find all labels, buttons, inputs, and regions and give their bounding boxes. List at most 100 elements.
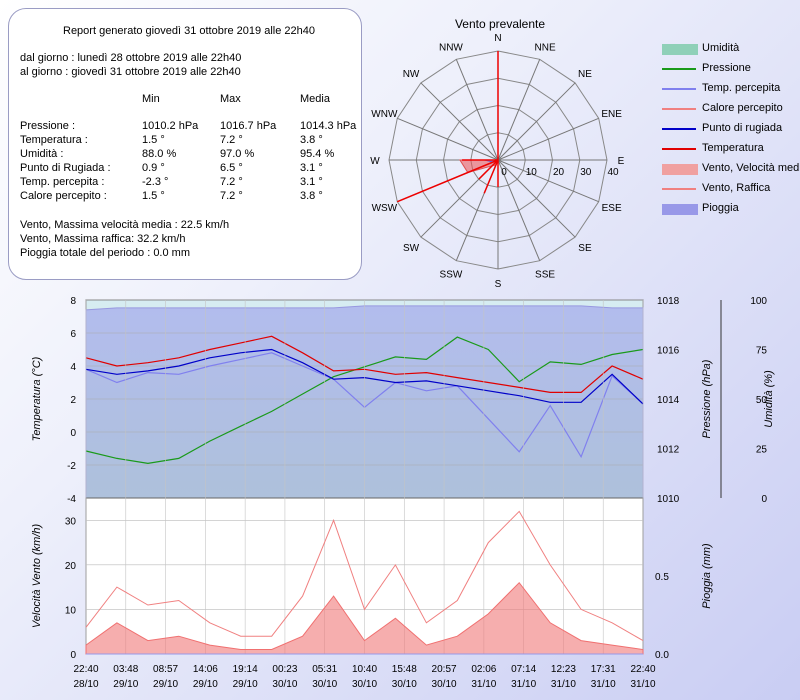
x-tick-date: 31/10	[591, 679, 616, 690]
header-min: Min	[142, 93, 160, 105]
header-max: Max	[220, 93, 241, 105]
row-label: Temp. percepita :	[20, 176, 105, 188]
legend-label: Pioggia	[702, 202, 739, 214]
row-avg: 3.8 °	[300, 134, 323, 146]
legend-swatch	[662, 68, 696, 70]
x-tick-time: 12:23	[551, 664, 576, 675]
wind-gust-text: Vento, Massima raffica: 32.2 km/h	[20, 233, 186, 245]
x-tick-date: 31/10	[551, 679, 576, 690]
legend-label: Vento, Raffica	[702, 182, 771, 194]
x-tick-date: 29/10	[153, 679, 178, 690]
legend-item: Pioggia	[662, 200, 800, 216]
windrose-ring-label: 40	[607, 167, 619, 178]
rain-axis-label: Pioggia (mm)	[701, 543, 713, 609]
windrose-direction-label: WNW	[371, 109, 398, 120]
rain-total-text: Pioggia totale del periodo : 0.0 mm	[20, 247, 190, 259]
windrose-frequency-line	[478, 159, 499, 180]
wind-tick-label: 10	[65, 605, 77, 616]
row-avg: 95.4 %	[300, 148, 335, 160]
x-tick-date: 30/10	[432, 679, 457, 690]
wind-average-area	[85, 581, 644, 655]
windrose-spoke	[497, 117, 599, 161]
row-max: 7.2 °	[220, 190, 243, 202]
windrose-spoke	[397, 117, 499, 161]
x-tick-date: 30/10	[312, 679, 337, 690]
legend-label: Punto di rugiada	[702, 122, 783, 134]
temperature-tick-label: 6	[70, 329, 76, 340]
row-min: 1.5 °	[142, 190, 165, 202]
row-max: 97.0 %	[220, 148, 255, 160]
temperature-axis-label: Temperatura (°C)	[31, 356, 43, 441]
legend-swatch	[662, 128, 696, 130]
windrose-direction-label: E	[618, 156, 625, 167]
x-tick-time: 20:57	[432, 664, 457, 675]
legend-item: Temperatura	[662, 140, 800, 156]
row-max: 7.2 °	[220, 176, 243, 188]
row-max: 1016.7 hPa	[220, 120, 277, 132]
windrose-direction-label: N	[494, 33, 501, 44]
report-from: dal giorno : lunedì 28 ottobre 2019 alle…	[20, 52, 242, 64]
temperature-tick-label: 0	[70, 428, 76, 439]
x-tick-time: 15:48	[392, 664, 417, 675]
pressure-axis-label: Pressione (hPa)	[701, 359, 713, 438]
windrose-direction-label: NNW	[439, 42, 463, 53]
legend-item: Punto di rugiada	[662, 120, 800, 136]
x-tick-date: 31/10	[630, 679, 655, 690]
x-tick-date: 29/10	[193, 679, 218, 690]
x-tick-time: 17:31	[591, 664, 616, 675]
x-tick-date: 29/10	[113, 679, 138, 690]
windrose-title: Vento prevalente	[454, 17, 546, 31]
x-tick-time: 03:48	[113, 664, 138, 675]
x-tick-time: 22:40	[73, 664, 98, 675]
x-tick-date: 30/10	[392, 679, 417, 690]
legend-swatch	[662, 148, 696, 150]
windrose-frequency-line	[483, 159, 499, 194]
legend-item: Vento, Velocità media	[662, 160, 800, 176]
x-tick-time: 02:06	[471, 664, 496, 675]
row-min: 1010.2 hPa	[142, 120, 199, 132]
humidity-tick-label: 0	[761, 494, 767, 505]
row-avg: 3.8 °	[300, 190, 323, 202]
x-tick-date: 30/10	[272, 679, 297, 690]
windrose-spoke	[497, 82, 576, 161]
x-tick-time: 19:14	[233, 664, 258, 675]
legend-swatch	[662, 44, 698, 55]
x-tick-date: 31/10	[471, 679, 496, 690]
wind-tick-label: 0	[70, 650, 76, 661]
windrose-direction-label: NE	[578, 69, 592, 80]
report-title: Report generato giovedì 31 ottobre 2019 …	[63, 25, 315, 37]
x-tick-time: 08:57	[153, 664, 178, 675]
windrose-direction-label: SE	[578, 243, 592, 254]
row-avg: 3.1 °	[300, 162, 323, 174]
row-min: 1.5 °	[142, 134, 165, 146]
pressure-tick-label: 1014	[657, 395, 680, 406]
pressure-tick-label: 1010	[657, 494, 680, 505]
x-tick-time: 00:23	[272, 664, 297, 675]
windrose-ring-label: 30	[580, 167, 592, 178]
legend-item: Calore percepito	[662, 100, 800, 116]
windrose-direction-label: W	[370, 156, 380, 167]
x-tick-date: 28/10	[73, 679, 98, 690]
windrose-spoke	[497, 159, 541, 261]
humidity-tick-label: 25	[756, 445, 768, 456]
x-tick-date: 29/10	[233, 679, 258, 690]
windrose-spoke	[497, 59, 541, 161]
pressure-tick-label: 1016	[657, 346, 680, 357]
windrose-direction-label: ENE	[601, 109, 622, 120]
row-label: Umidità :	[20, 148, 64, 160]
pressure-tick-label: 1018	[657, 296, 680, 307]
pressure-tick-label: 1012	[657, 445, 680, 456]
windrose-ring-label: 20	[553, 167, 565, 178]
x-tick-time: 05:31	[312, 664, 337, 675]
temperature-tick-label: 4	[70, 362, 76, 373]
row-label: Temperatura :	[20, 134, 88, 146]
row-label: Pressione :	[20, 120, 76, 132]
legend-label: Pressione	[702, 62, 751, 74]
x-tick-date: 30/10	[352, 679, 377, 690]
row-avg: 3.1 °	[300, 176, 323, 188]
report-panel: Report generato giovedì 31 ottobre 2019 …	[8, 8, 362, 280]
legend-swatch	[662, 164, 698, 175]
windrose-ring-label: 10	[526, 167, 538, 178]
windrose-chart: N NNE NE ENE E ESE SE SSE S SSW SW WSW W WNW NW NNW 0 10 2…	[370, 33, 625, 290]
windrose-spoke	[497, 159, 576, 238]
